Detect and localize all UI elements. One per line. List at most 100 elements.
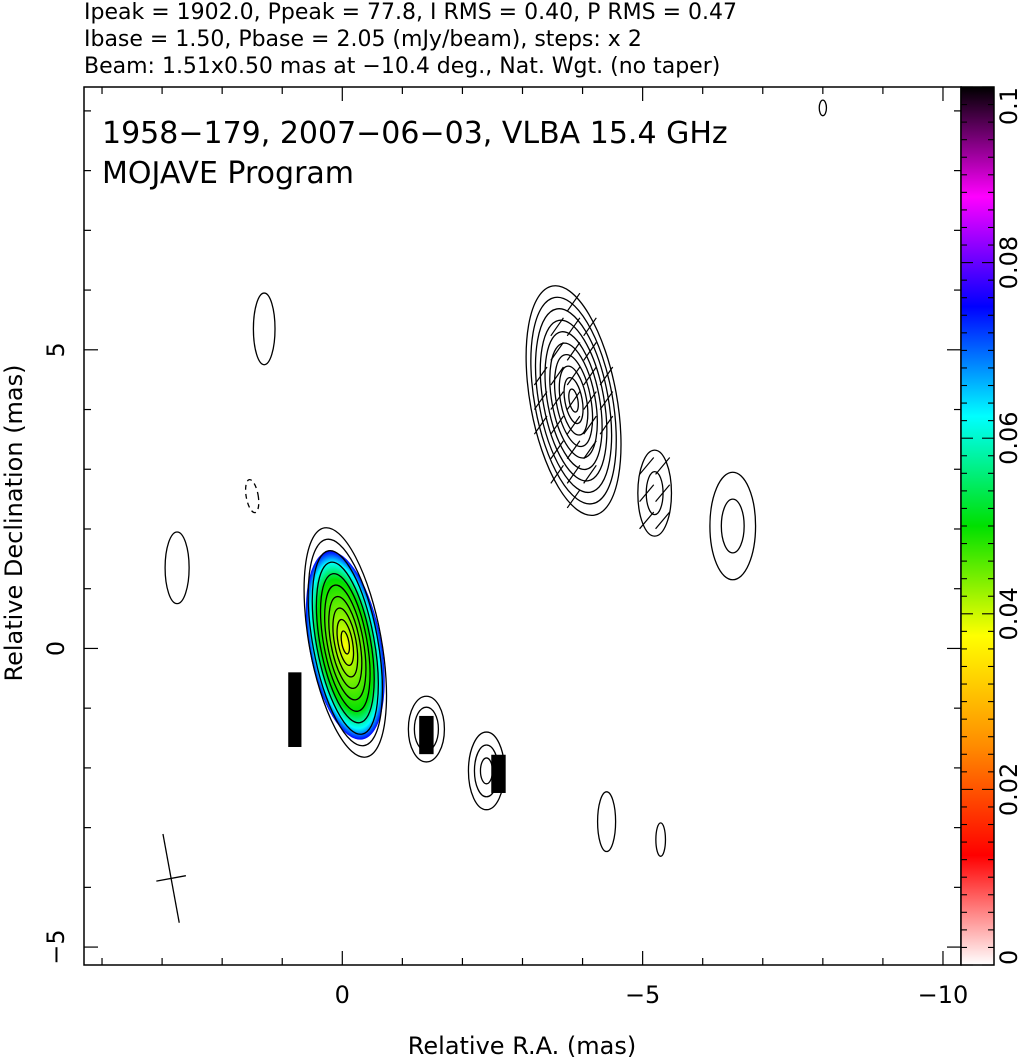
contour-core [332,607,359,678]
polarization-vector [566,464,581,484]
polarization-vector [550,464,564,484]
polarization-vector [550,342,564,361]
colorbar-tick-label: 0 [995,950,1022,965]
polarization-vector [566,415,581,435]
header-line-2: Ibase = 1.50, Pbase = 2.05 (mJy/beam), s… [84,27,642,52]
polarization-vector [639,457,655,475]
contour-blob-2 [164,531,190,605]
contour-core [307,538,384,747]
polarization-vector [583,342,597,361]
colorbar-ticks: 0 0.02 0.04 0.06 0.08 0.1 [961,86,1022,966]
contour-jet-knot [525,285,622,517]
beam-minor-axis [156,875,186,882]
polarization-vector [533,391,548,410]
polarization-layer [288,551,506,793]
contour-blob-6 [709,471,757,581]
polarization-vector [583,464,597,484]
contour-blob-1 [252,292,276,366]
x-tick-label: −10 [918,981,969,1009]
polarization-vector [566,292,581,312]
contour-jet-knot [558,365,589,436]
polarization-vector [566,440,581,460]
polarization-vector [655,484,671,502]
polarization-vector [599,366,614,386]
header-line-1: Ipeak = 1902.0, Ppeak = 77.8, I RMS = 0.… [84,0,737,25]
contour-blob-3 [419,717,434,741]
contour-jet-knot [553,353,594,448]
plot-frame [83,86,962,966]
contour-core [311,550,379,735]
polarization-vector [655,457,671,475]
y-tick-label: 0 [42,641,70,656]
y-axis-label: Relative Declination (mas) [0,364,28,681]
contour-core [324,584,367,701]
polarization-vector [550,391,564,410]
polarization-vector [599,391,614,410]
contour-core [340,630,351,655]
polarization-vector [566,489,581,509]
chart-subtitle: MOJAVE Program [102,156,354,191]
y-tick-label: 5 [42,342,70,357]
polarization-vector [639,511,655,530]
contour-jet-knot [544,331,603,471]
chart-title: 1958−179, 2007−06−03, VLBA 15.4 GHz [102,116,728,151]
polarization-vector [550,366,564,386]
polarization-patch [419,715,434,755]
contour-layer [164,99,828,857]
polarization-core-edge [288,672,302,747]
colorbar-tick-label: 0.1 [995,87,1022,125]
contour-blob-8 [655,822,667,857]
x-axis-label: Relative R.A. (mas) [408,1032,636,1060]
contour-blob-7 [596,791,617,853]
contour-blob-5 [645,470,664,516]
polarization-vector [566,342,581,361]
polarization-vector [566,317,581,337]
contour-blob-4 [479,757,494,785]
contour-blob-4 [473,744,500,798]
contour-jet-knot [539,319,608,482]
polarization-vector [550,317,564,337]
polarization-vector [566,391,581,410]
polarization-vector [583,391,597,410]
beam-marker [156,833,186,923]
polarization-core [305,551,385,740]
contour-core [315,561,375,724]
polarization-vector [533,366,548,386]
polarization-vector [599,415,614,435]
colorbar-tick-label: 0.08 [995,236,1022,289]
axis-ticks: 0 −5 −10 5 0 −5 [42,87,968,1009]
contour-jet-knot [563,376,584,425]
colorbar-tick-label: 0.06 [995,411,1022,464]
y-tick-label: −5 [42,929,70,964]
polarization-vector [550,415,564,435]
header-line-3: Beam: 1.51x0.50 mas at −10.4 deg., Nat. … [84,54,721,79]
colorbar-tick-label: 0.04 [995,587,1022,640]
polarization-vector [533,415,548,435]
polarization-vector [583,366,597,386]
contour-blob-3 [407,695,446,763]
contour-blob-3 [413,706,440,752]
contour-blob-4 [467,731,506,811]
contour-core [303,527,388,758]
contour-jet-knot [568,388,579,413]
polarization-vector [583,415,597,435]
polarization-vector [550,440,564,460]
contour-blob-6 [720,498,745,554]
polarization-vector [583,317,597,337]
polarization-vector [655,511,671,530]
negative-contour [244,478,260,514]
x-tick-label: −5 [625,981,660,1009]
contour-core [336,618,355,667]
polarization-vector [639,484,655,502]
polarization-vector [583,440,597,460]
colorbar-tick-label: 0.02 [995,763,1022,816]
contour-blob-9 [818,99,828,117]
polarization-vectors [533,292,671,530]
polarization-vector [566,366,581,386]
contour-blob-5 [637,449,673,537]
contour-core [328,595,363,690]
contour-core [319,572,371,712]
x-tick-label: 0 [335,981,350,1009]
contour-jet-knot [534,308,613,494]
